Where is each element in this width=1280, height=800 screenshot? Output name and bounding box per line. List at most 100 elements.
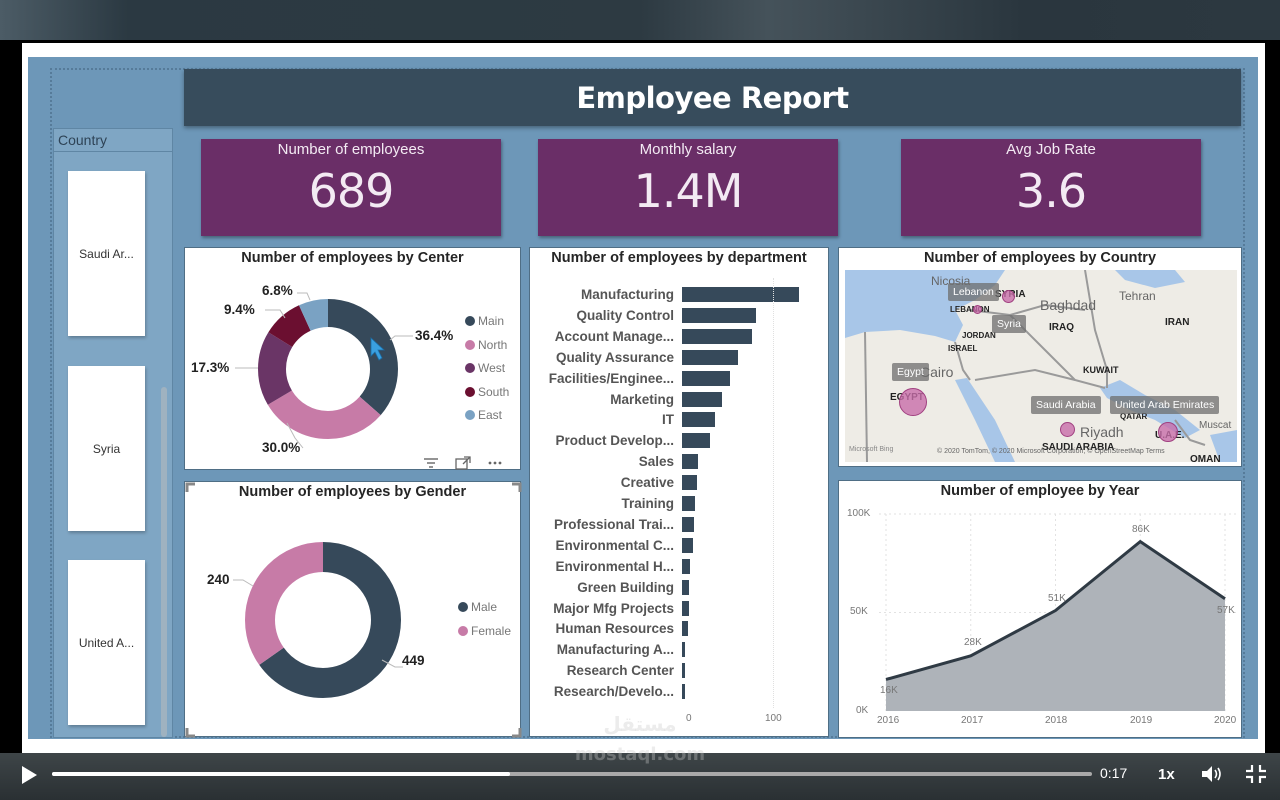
department-bar-row[interactable]: Facilities/Enginee...	[530, 368, 830, 389]
legend-female[interactable]: Female	[458, 624, 511, 638]
kpi-label: Monthly salary	[639, 141, 737, 158]
video-top-blur	[0, 0, 1280, 40]
department-bar[interactable]	[682, 412, 715, 428]
department-bar-row[interactable]: Environmental H...	[530, 556, 830, 577]
point-label-2019: 86K	[1132, 524, 1150, 535]
country-saudi-arabia: SAUDI ARABIA	[1042, 442, 1115, 453]
department-bar-row[interactable]: Environmental C...	[530, 535, 830, 556]
slicer-item-label: Saudi Ar...	[79, 246, 134, 261]
bubble-saudi-arabia[interactable]	[1060, 422, 1075, 437]
year-area-chart[interactable]	[839, 481, 1243, 739]
department-bar[interactable]	[682, 454, 698, 470]
department-label: Professional Trai...	[553, 516, 674, 532]
department-bar[interactable]	[682, 621, 688, 637]
bubble-uae[interactable]	[1158, 422, 1178, 442]
department-bar-row[interactable]: Training	[530, 493, 830, 514]
video-control-bar	[0, 753, 1280, 800]
department-bar-row[interactable]: Sales	[530, 451, 830, 472]
department-bar[interactable]	[682, 663, 686, 679]
city-tehran: Tehran	[1119, 289, 1156, 303]
department-bar-row[interactable]: Research Center	[530, 660, 830, 681]
country-slicer: Country Saudi Ar... Syria United A...	[53, 128, 173, 738]
country-jordan: JORDAN	[962, 331, 996, 340]
filter-icon[interactable]	[423, 456, 439, 470]
legend-label: West	[478, 361, 506, 375]
department-bar[interactable]	[682, 496, 696, 511]
department-bar[interactable]	[682, 684, 686, 700]
legend-main[interactable]: Main	[465, 314, 504, 328]
legend-east[interactable]: East	[465, 408, 502, 422]
country-map[interactable]: Nicosia Baghdad Tehran Cairo Riyadh Musc…	[845, 270, 1237, 462]
legend-label: South	[478, 385, 510, 399]
gender-donut-chart[interactable]	[185, 482, 522, 738]
center-chart-card[interactable]: Number of employees by Center 36.4% 30.0…	[184, 247, 521, 470]
country-iraq: IRAQ	[1049, 322, 1074, 333]
playback-speed-button[interactable]: 1x	[1158, 766, 1175, 783]
department-bar-row[interactable]: Marketing	[530, 389, 830, 410]
department-bar[interactable]	[682, 307, 756, 323]
kpi-label: Number of employees	[277, 141, 425, 158]
legend-dot-icon	[465, 387, 475, 397]
tooltip-uae: United Arab Emirates	[1110, 396, 1220, 414]
year-chart-card[interactable]: Number of employee by Year 100K 50K 0K 2…	[838, 480, 1242, 738]
department-bar-row[interactable]: Account Manage...	[530, 326, 830, 347]
focus-mode-icon[interactable]	[455, 456, 471, 470]
area-line	[885, 539, 1226, 681]
department-bar-row[interactable]: IT	[530, 409, 830, 430]
legend-male[interactable]: Male	[458, 600, 497, 614]
department-bar[interactable]	[682, 370, 730, 386]
bubble-lebanon[interactable]	[973, 305, 982, 314]
department-bar[interactable]	[682, 579, 689, 595]
kpi-card-employees: Number of employees 689	[201, 139, 501, 236]
department-bar[interactable]	[682, 349, 739, 365]
department-bar-row[interactable]: Quality Control	[530, 305, 830, 326]
legend-south[interactable]: South	[465, 385, 509, 399]
bubble-egypt[interactable]	[899, 388, 927, 416]
department-bar[interactable]	[682, 516, 694, 532]
department-bar-row[interactable]: Quality Assurance	[530, 347, 830, 368]
department-bar[interactable]	[682, 642, 686, 658]
department-bar[interactable]	[682, 287, 799, 302]
play-icon[interactable]	[22, 766, 37, 784]
legend-dot-icon	[458, 602, 468, 612]
exit-fullscreen-icon[interactable]	[1245, 764, 1267, 784]
more-options-icon[interactable]	[487, 456, 503, 470]
department-label: Manufacturing	[581, 287, 674, 302]
department-bar[interactable]	[682, 328, 752, 344]
slicer-item-syria[interactable]: Syria	[68, 366, 145, 531]
label-female: 240	[207, 572, 230, 587]
country-map-card[interactable]: Number of employees by Country Nicos	[838, 247, 1242, 467]
bubble-syria[interactable]	[1002, 290, 1015, 303]
legend-west[interactable]: West	[465, 361, 505, 375]
department-bar-row[interactable]: Professional Trai...	[530, 514, 830, 535]
slicer-item-united-arab-emirates[interactable]: United A...	[68, 560, 145, 725]
department-bar-row[interactable]: Creative	[530, 472, 830, 493]
department-bar[interactable]	[682, 391, 723, 407]
slicer-item-saudi-arabia[interactable]: Saudi Ar...	[68, 171, 145, 336]
department-bar-row[interactable]: Manufacturing	[530, 284, 830, 305]
map-attribution[interactable]: © 2020 TomTom, © 2020 Microsoft Corporat…	[937, 448, 1165, 455]
legend-north[interactable]: North	[465, 338, 507, 352]
department-bar-row[interactable]: Product Develop...	[530, 430, 830, 451]
gender-chart-card[interactable]: Number of employees by Gender 240 449 Ma…	[184, 481, 522, 738]
department-bar-row[interactable]: Research/Develo...	[530, 681, 830, 702]
volume-icon[interactable]	[1200, 764, 1224, 784]
department-bar[interactable]	[682, 433, 710, 449]
department-bar-row[interactable]: Major Mfg Projects	[530, 598, 830, 619]
center-donut-chart[interactable]	[185, 248, 522, 471]
video-progress-bar[interactable]	[52, 772, 1092, 776]
department-bar[interactable]	[682, 558, 690, 574]
slicer-item-label: Syria	[92, 441, 121, 456]
department-bar-row[interactable]: Human Resources	[530, 618, 830, 639]
department-bar[interactable]	[682, 600, 689, 616]
label-west: 17.3%	[191, 360, 230, 375]
slicer-scrollbar[interactable]	[161, 387, 167, 737]
legend-label: Male	[471, 600, 498, 614]
department-chart-card[interactable]: Number of employees by department Manufa…	[529, 247, 829, 737]
department-bar-row[interactable]: Green Building	[530, 577, 830, 598]
department-label: Quality Control	[576, 307, 675, 323]
x-tick-2018: 2018	[1045, 715, 1068, 726]
department-bar[interactable]	[682, 475, 698, 491]
department-bar[interactable]	[682, 537, 693, 553]
department-bar-row[interactable]: Manufacturing A...	[530, 639, 830, 660]
